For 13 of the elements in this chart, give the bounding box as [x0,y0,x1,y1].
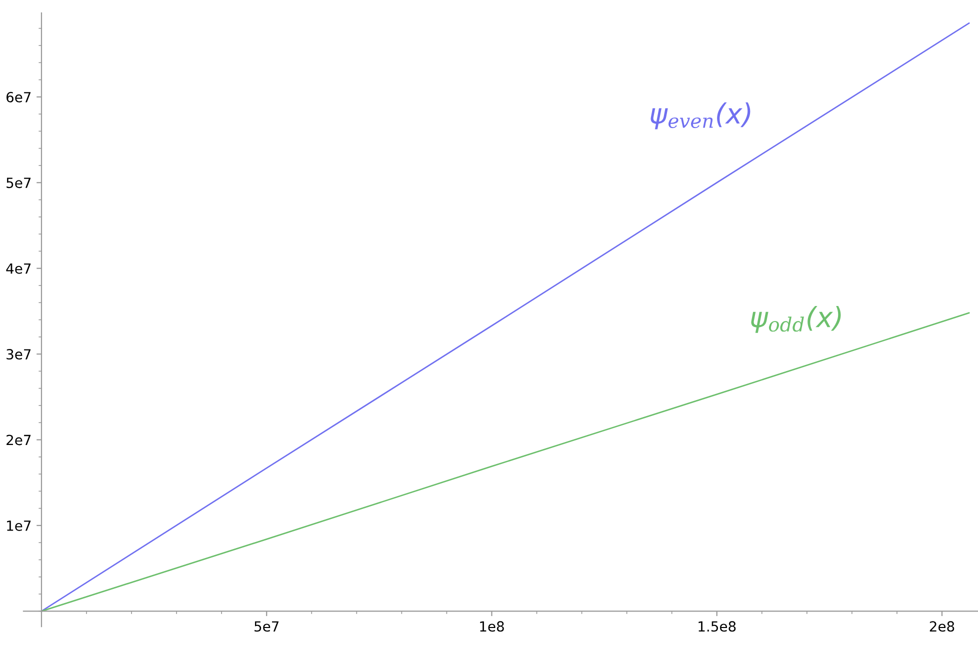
y-tick-label: 5e7 [6,178,31,188]
x-tick-label: 1.5e8 [698,621,736,632]
y-tick-label: 6e7 [6,92,31,102]
y-tick-label: 4e7 [6,263,31,274]
x-tick-label: 1e8 [480,621,504,632]
y-tick-label: 2e7 [6,434,31,446]
x-tick-label: 5e7 [254,621,279,632]
series-label: ψ$_{odd}$(x) [751,306,841,333]
x-tick-label: 2e8 [930,621,954,632]
line-series [40,22,970,612]
y-tick-label: 1e7 [7,520,31,531]
y-tick-label: 3e7 [6,349,31,360]
series-label: ψ$_{even}$(x) [650,102,750,130]
